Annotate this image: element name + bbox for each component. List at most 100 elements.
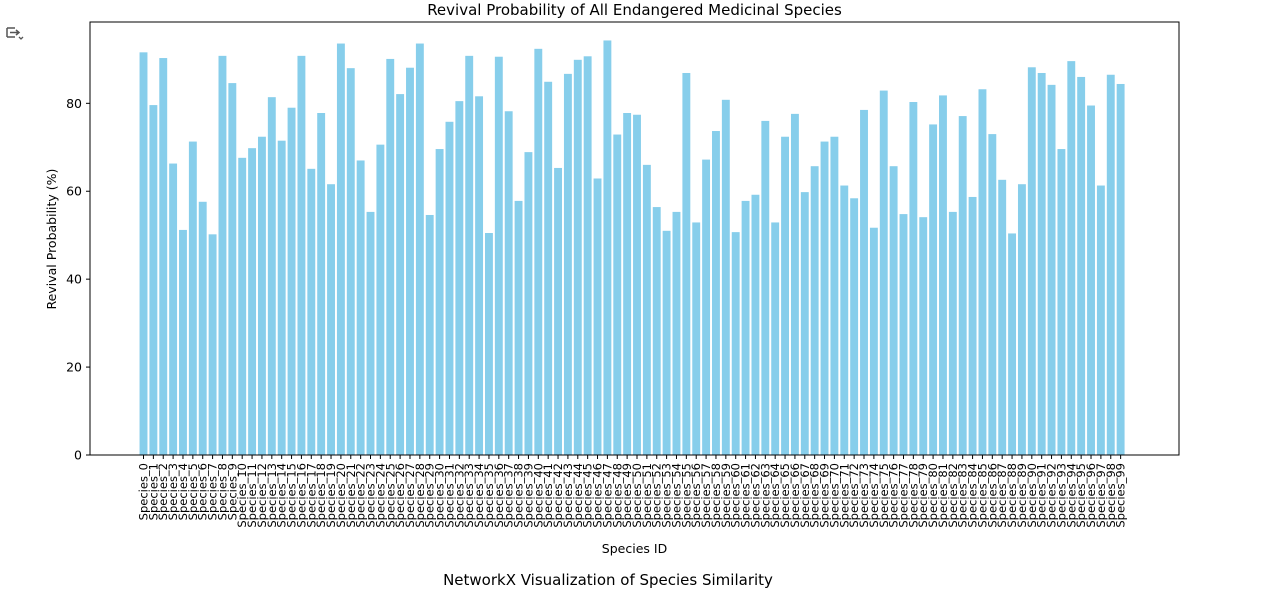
- x-tick-label: Species_35: [482, 463, 496, 528]
- x-tick-label: Species_38: [512, 463, 526, 528]
- x-tick-label: Species_16: [294, 463, 308, 528]
- x-tick-label: Species_57: [699, 463, 713, 528]
- bar-Species_95: [1077, 76, 1086, 455]
- x-tick-label: Species_6: [196, 463, 210, 520]
- bar-Species_82: [948, 211, 957, 455]
- x-tick-label: Species_18: [314, 463, 328, 528]
- bar-Species_61: [741, 200, 750, 455]
- bar-Species_65: [781, 136, 789, 456]
- bar-Species_96: [1087, 105, 1095, 456]
- x-tick-label: Species_48: [610, 463, 624, 528]
- x-tick-label: Species_88: [1005, 463, 1019, 528]
- x-tick-label: Species_5: [186, 463, 200, 520]
- x-tick-label: Species_93: [1054, 463, 1068, 528]
- x-tick-label: Species_63: [758, 463, 772, 528]
- x-tick-label: Species_12: [255, 463, 269, 528]
- x-tick-label: Species_25: [383, 463, 397, 528]
- bar-Species_15: [287, 107, 296, 455]
- bar-Species_24: [376, 144, 385, 455]
- x-tick-label: Species_75: [877, 463, 891, 528]
- x-tick-label: Species_96: [1084, 463, 1098, 528]
- x-axis: Species_0Species_1Species_2Species_3Spec…: [137, 455, 1128, 528]
- bar-Species_78: [909, 102, 918, 455]
- x-tick-label: Species_30: [433, 463, 447, 528]
- bar-Species_4: [179, 229, 187, 455]
- bar-Species_6: [198, 201, 207, 455]
- x-tick-label: Species_61: [739, 463, 753, 528]
- x-tick-label: Species_29: [423, 463, 437, 528]
- bar-Species_33: [465, 55, 474, 455]
- x-tick-label: Species_3: [166, 463, 180, 520]
- bar-Species_7: [208, 234, 217, 455]
- x-tick-label: Species_1: [146, 463, 160, 520]
- bar-Species_77: [899, 214, 908, 455]
- x-tick-label: Species_39: [521, 463, 535, 528]
- bar-Species_92: [1047, 84, 1056, 456]
- x-tick-label: Species_64: [768, 463, 782, 528]
- x-tick-label: Species_74: [867, 463, 881, 528]
- bar-Species_53: [662, 230, 671, 455]
- bar-Species_88: [1008, 233, 1017, 455]
- output-toggle-icon[interactable]: [4, 24, 24, 42]
- bar-Species_60: [731, 232, 740, 455]
- x-tick-label: Species_81: [936, 463, 950, 528]
- x-tick-label: Species_52: [650, 463, 664, 528]
- x-tick-label: Species_72: [847, 463, 861, 528]
- bar-Species_13: [267, 97, 276, 456]
- x-tick-label: Species_32: [452, 463, 466, 528]
- bar-Species_52: [652, 207, 661, 455]
- bar-Species_29: [425, 214, 434, 455]
- x-tick-label: Species_24: [373, 463, 387, 528]
- x-tick-label: Species_83: [956, 463, 970, 528]
- bar-Species_16: [297, 55, 306, 455]
- x-tick-label: Species_69: [818, 463, 832, 528]
- bar-Species_69: [820, 141, 829, 455]
- bar-Species_3: [169, 163, 178, 456]
- bar-Species_70: [830, 136, 839, 456]
- bar-Species_67: [800, 192, 809, 455]
- x-tick-label: Species_70: [827, 463, 841, 528]
- bar-Species_38: [514, 200, 523, 455]
- x-tick-label: Species_67: [798, 463, 812, 528]
- bar-Species_99: [1116, 83, 1125, 455]
- bar-Species_51: [642, 164, 651, 455]
- bar-Species_49: [623, 113, 632, 455]
- bar-Species_73: [860, 109, 868, 456]
- bar-Species_83: [958, 116, 967, 455]
- x-tick-label: Species_77: [896, 463, 910, 528]
- x-tick-label: Species_47: [600, 463, 614, 528]
- x-tick-label: Species_36: [492, 463, 506, 528]
- bar-Species_1: [149, 105, 158, 455]
- x-tick-label: Species_98: [1104, 463, 1118, 528]
- bar-Species_18: [317, 113, 326, 455]
- x-tick-label: Species_31: [442, 463, 456, 528]
- bar-Species_37: [504, 111, 513, 456]
- bar-Species_90: [1027, 67, 1036, 455]
- x-tick-label: Species_65: [778, 463, 792, 528]
- bar-Species_39: [524, 152, 533, 455]
- x-tick-label: Species_2: [156, 463, 170, 520]
- x-tick-label: Species_9: [225, 463, 239, 520]
- x-tick-label: Species_42: [551, 463, 565, 528]
- x-tick-label: Species_21: [344, 463, 358, 528]
- x-tick-label: Species_91: [1035, 463, 1049, 528]
- bar-Species_63: [761, 120, 770, 455]
- x-tick-label: Species_84: [966, 463, 980, 528]
- x-tick-label: Species_56: [689, 463, 703, 528]
- y-axis: 0 20 40 60 80: [66, 96, 90, 463]
- x-tick-label: Species_99: [1114, 463, 1128, 528]
- bar-Species_84: [968, 196, 977, 455]
- x-tick-label: Species_68: [808, 463, 822, 528]
- bar-Species_8: [218, 55, 227, 455]
- bar-Species_46: [593, 178, 602, 455]
- bar-Species_76: [889, 166, 898, 455]
- bar-Species_25: [386, 58, 395, 456]
- x-tick-label: Species_87: [995, 463, 1009, 528]
- bar-Species_59: [721, 99, 730, 455]
- x-tick-label: Species_51: [640, 463, 654, 528]
- x-tick-label: Species_78: [906, 463, 920, 528]
- bar-Species_44: [573, 59, 582, 456]
- x-tick-label: Species_58: [709, 463, 723, 528]
- x-tick-label: Species_62: [748, 463, 762, 528]
